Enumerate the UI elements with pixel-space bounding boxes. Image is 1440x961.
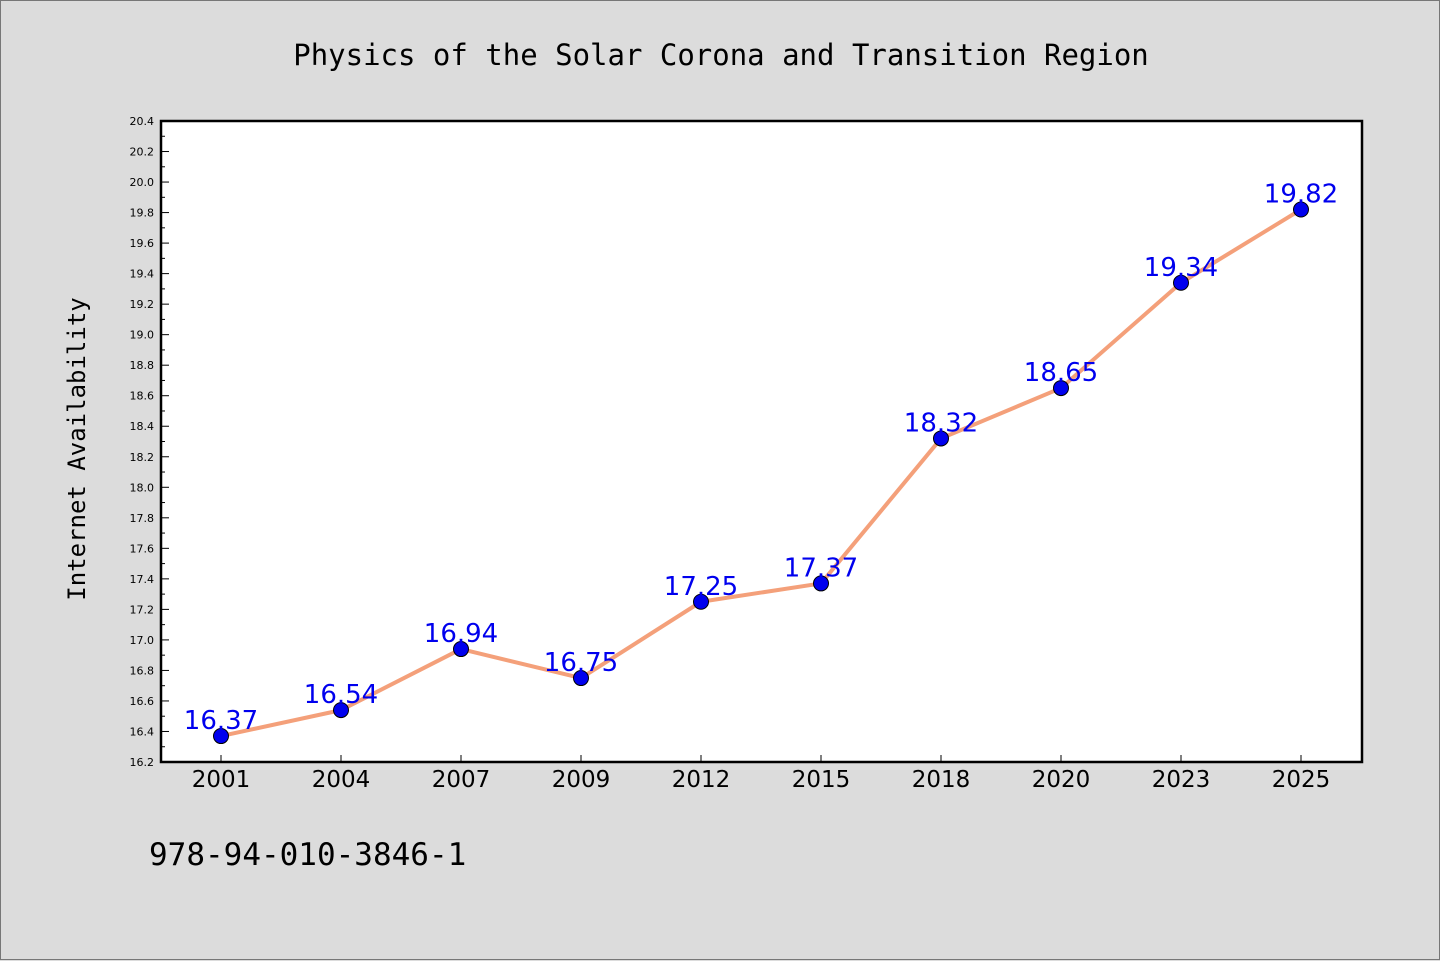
y-tick-label: 20.2 [130,146,155,159]
data-point [573,670,589,687]
y-axis-label: Internet Availability [63,297,91,600]
isbn-text: 978-94-010-3846-1 [149,837,466,873]
x-tick-label: 2023 [1152,767,1211,793]
y-tick-label: 19.4 [130,268,155,281]
y-tick-label: 17.6 [130,542,155,555]
y-tick-label: 16.8 [130,664,155,677]
y-tick-label: 20.4 [130,115,155,128]
x-tick-label: 2012 [672,767,731,793]
y-tick-label: 17.8 [130,512,155,525]
x-axis: 2001 2004 2007 2009 2012 2015 2018 2020 2023 2025 [192,755,1331,793]
data-point [813,575,829,592]
y-axis: 16.2 16.4 16.6 16.8 17.0 17.2 17.4 17.6 17.8 18.0… [130,115,169,769]
y-tick-label: 18.4 [130,420,155,433]
data-point [1293,201,1309,218]
y-tick-label: 17.0 [130,634,155,647]
data-point [213,728,229,745]
data-point [933,430,949,447]
y-tick-label: 19.8 [130,207,155,220]
data-point [333,702,349,719]
x-tick-label: 2020 [1032,767,1091,793]
data-label: 17.25 [664,572,738,602]
data-label: 18.32 [904,408,978,438]
y-tick-label: 20.0 [130,176,155,189]
series-line [219,207,1303,739]
y-tick-label: 19.6 [130,237,155,250]
data-point [1053,380,1069,397]
y-tick-label: 16.4 [130,725,155,738]
y-tick-label: 19.0 [130,329,155,342]
y-tick-label: 18.2 [130,451,155,464]
y-tick-label: 17.4 [130,573,155,586]
chart-title: Physics of the Solar Corona and Transiti… [293,38,1149,72]
x-tick-label: 2018 [912,767,971,793]
y-tick-label: 17.2 [130,603,155,616]
y-tick-label: 18.6 [130,390,155,403]
data-label: 17.37 [784,553,858,583]
y-tick-label: 18.0 [130,481,155,494]
x-tick-label: 2025 [1272,767,1331,793]
x-tick-label: 2004 [312,767,371,793]
x-tick-label: 2007 [432,767,491,793]
data-label: 16.94 [424,619,498,649]
data-labels: 16.37 16.54 16.94 16.75 17.25 17.37 18.32 18.65… [184,180,1338,737]
data-label: 18.65 [1024,358,1098,388]
data-label: 16.37 [184,706,258,736]
data-label: 16.54 [304,680,378,710]
y-tick-label: 16.2 [130,756,155,769]
data-label: 19.82 [1264,180,1338,210]
data-label: 16.75 [544,648,618,678]
y-tick-label: 16.6 [130,695,155,708]
x-tick-label: 2009 [552,767,611,793]
data-point [1173,274,1189,291]
x-tick-label: 2001 [192,767,251,793]
y-tick-label: 18.8 [130,359,155,372]
data-point [453,641,469,658]
data-label: 19.34 [1144,253,1218,283]
x-tick-label: 2015 [792,767,851,793]
series-line-group [213,201,1309,745]
y-tick-label: 19.2 [130,298,155,311]
data-point [693,593,709,610]
plot-area [159,119,1364,764]
